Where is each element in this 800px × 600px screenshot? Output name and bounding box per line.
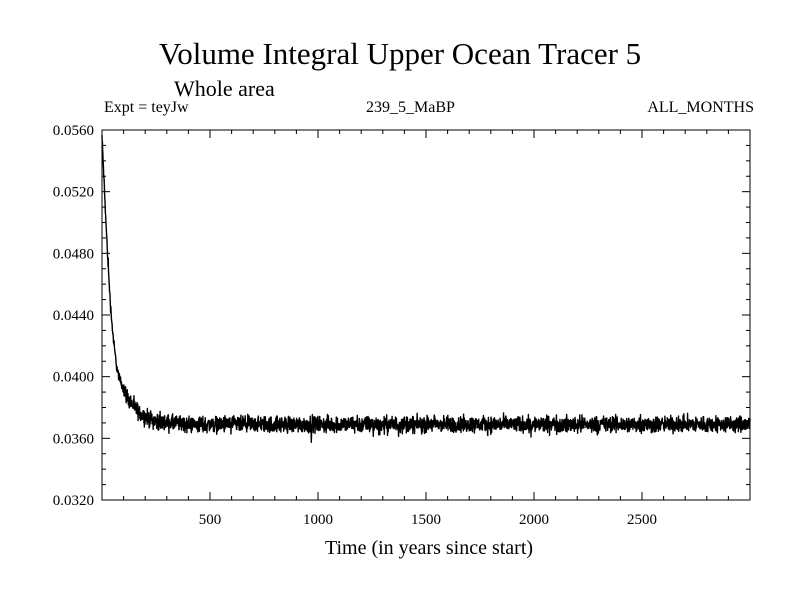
x-tick-label: 1500 xyxy=(411,512,441,528)
y-tick-label: 0.0360 xyxy=(53,431,94,447)
x-tick-label: 1000 xyxy=(303,512,333,528)
y-tick-label: 0.0520 xyxy=(53,185,94,201)
chart-subtitle: Whole area xyxy=(174,76,275,101)
months-label: ALL_MONTHS xyxy=(647,99,754,116)
y-tick-label: 0.0400 xyxy=(53,370,94,386)
series-line-0 xyxy=(101,135,751,444)
chart-title: Volume Integral Upper Ocean Tracer 5 xyxy=(158,36,642,71)
y-tick-label: 0.0440 xyxy=(53,308,94,324)
x-tick-label: 500 xyxy=(199,512,222,528)
x-tick-label: 2000 xyxy=(519,512,549,528)
plot-frame xyxy=(101,129,751,501)
y-tick-label: 0.0320 xyxy=(53,493,94,509)
y-tick-label: 0.0480 xyxy=(53,246,94,262)
experiment-label: Expt = teyJw xyxy=(104,99,189,116)
run-label: 239_5_MaBP xyxy=(366,99,455,116)
x-axis-label: Time (in years since start) xyxy=(325,537,533,559)
x-tick-label: 2500 xyxy=(627,512,657,528)
y-tick-label: 0.0560 xyxy=(53,123,94,139)
